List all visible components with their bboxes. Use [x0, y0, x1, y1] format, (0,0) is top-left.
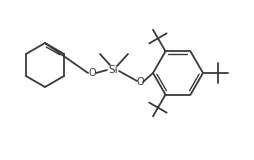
- Text: Si: Si: [108, 65, 117, 75]
- Text: O: O: [88, 68, 96, 78]
- Text: O: O: [136, 77, 143, 87]
